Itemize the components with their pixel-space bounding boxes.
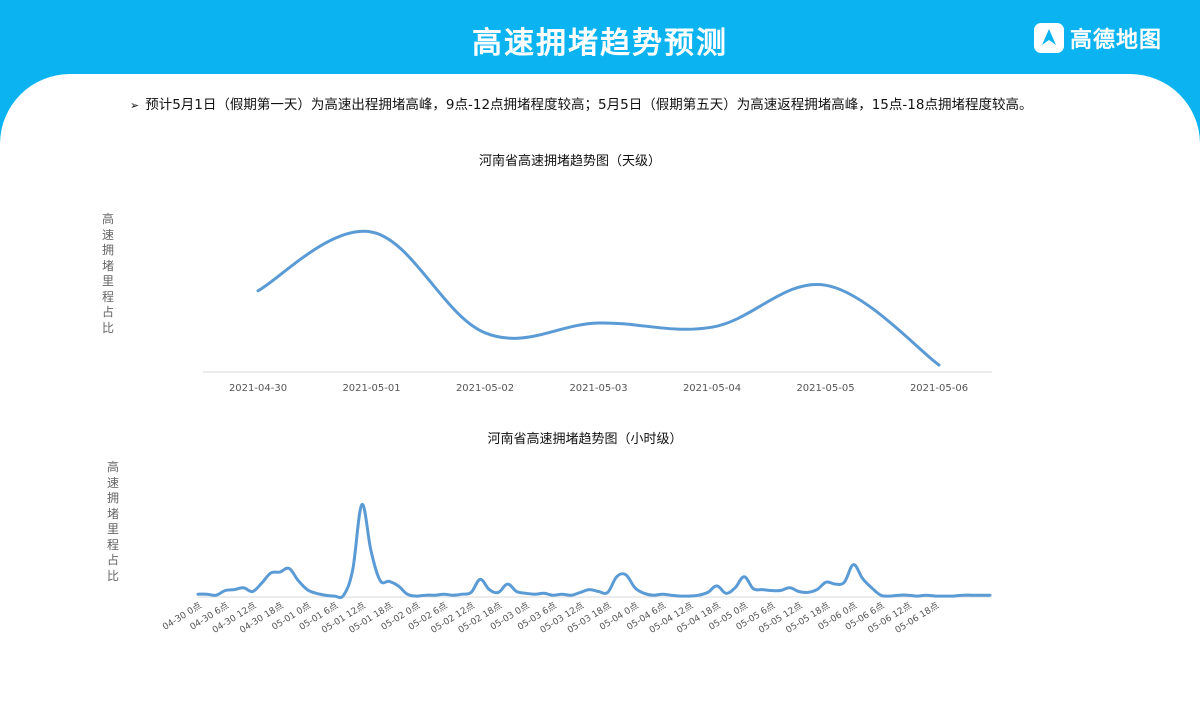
hourly-series-line xyxy=(196,503,992,600)
daily-series-line xyxy=(256,229,941,367)
brand-name: 高德地图 xyxy=(1070,28,1163,53)
daily-x-tick-label: 2021-05-04 xyxy=(683,383,741,394)
daily-congestion-chart: 2021-04-30 2021-05-01 2021-05-02 2021-05-03… xyxy=(203,229,992,394)
content-panel xyxy=(0,74,1200,714)
daily-x-tick-label: 2021-05-02 xyxy=(456,383,514,394)
daily-x-tick-label: 2021-05-05 xyxy=(796,383,854,394)
daily-x-tick-label: 2021-04-30 xyxy=(229,383,287,394)
bullet-arrow-icon: ➢ xyxy=(130,99,140,112)
forecast-text: 预计5月1日（假期第一天）为高速出程拥堵高峰，9点-12点拥堵程度较高；5月5日… xyxy=(145,97,1033,113)
map-logo-icon xyxy=(1034,23,1064,53)
daily-x-tick-label: 2021-05-03 xyxy=(569,383,627,394)
page-title: 高速拥堵趋势预测 xyxy=(472,26,728,61)
daily-chart-title: 河南省高速拥堵趋势图（天级） xyxy=(478,154,661,169)
daily-x-tick-label: 2021-05-01 xyxy=(342,383,400,394)
brand-logo: 高德地图 xyxy=(1034,22,1162,54)
forecast-note: ➢ 预计5月1日（假期第一天）为高速出程拥堵高峰，9点-12点拥堵程度较高；5月5… xyxy=(130,92,1050,119)
daily-chart-ylabel: 高速拥堵里程占比 xyxy=(101,212,114,335)
daily-x-tick-label: 2021-05-06 xyxy=(910,383,968,394)
hourly-chart-title: 河南省高速拥堵趋势图（小时级） xyxy=(487,432,683,447)
hourly-chart-ylabel: 高速拥堵里程占比 xyxy=(106,460,119,583)
